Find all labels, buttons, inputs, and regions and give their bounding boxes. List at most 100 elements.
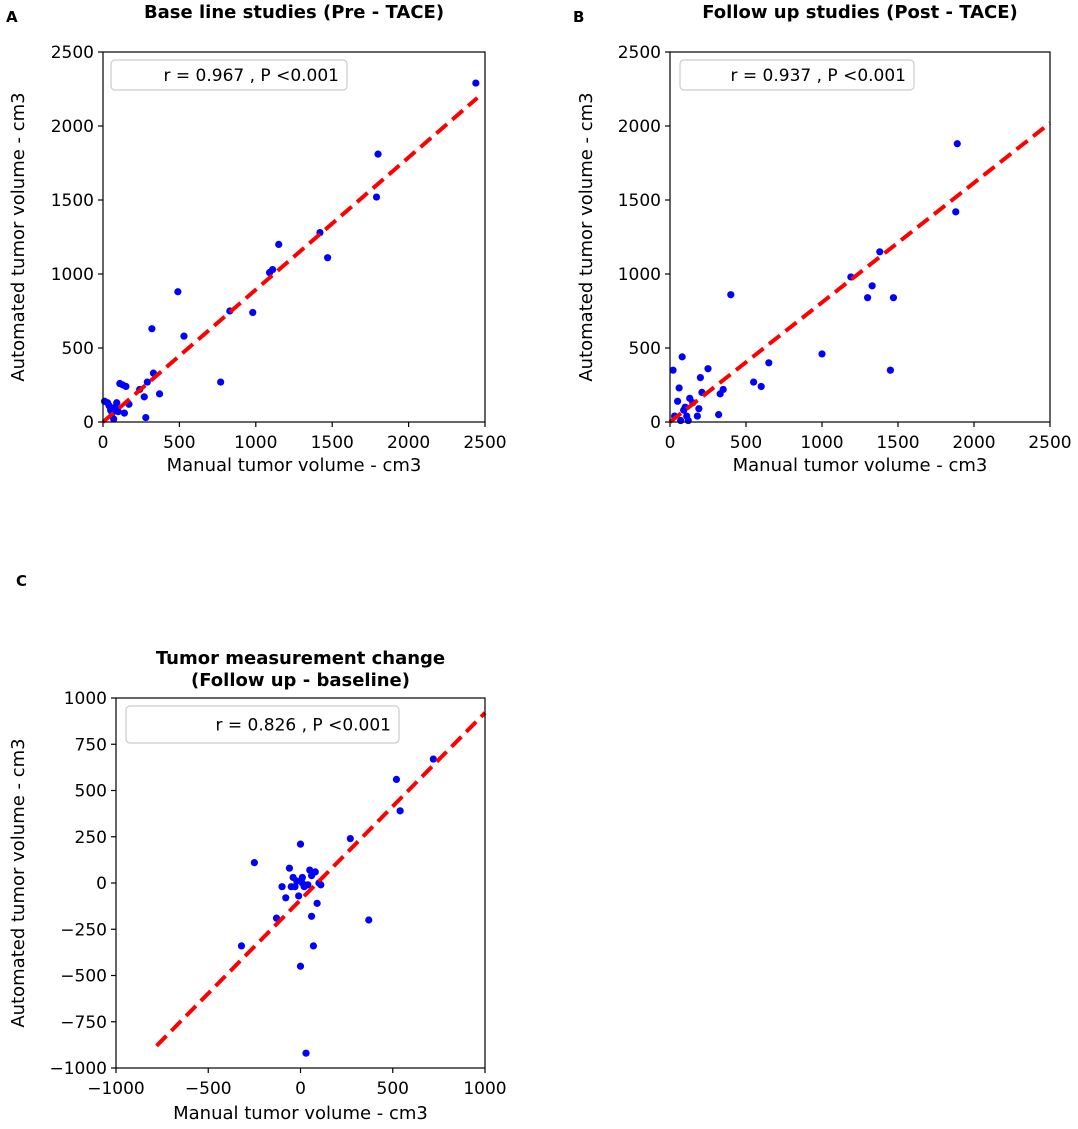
data-point (675, 384, 683, 392)
data-point (886, 366, 895, 374)
data-point (291, 883, 299, 891)
x-tick-label: 2500 (1028, 433, 1071, 453)
x-tick-label: 0 (98, 433, 109, 453)
y-tick-label: 1500 (51, 191, 94, 211)
data-point (727, 291, 735, 299)
y-tick-label: 1000 (64, 689, 107, 709)
data-point (684, 416, 692, 425)
y-tick-label: 500 (629, 339, 661, 359)
x-tick-label: 1000 (234, 433, 277, 453)
x-tick-label: 0 (295, 1079, 306, 1099)
data-point (309, 942, 318, 950)
data-point (392, 775, 401, 784)
chart-title-line: Base line studies (Pre - TACE) (144, 2, 444, 23)
data-point (324, 254, 332, 262)
data-point (365, 916, 373, 924)
regression-line (101, 96, 479, 424)
data-point (868, 282, 876, 290)
x-tick-label: 0 (665, 433, 676, 453)
x-tick-label: 1000 (463, 1079, 506, 1099)
data-point (293, 877, 301, 885)
data-point (298, 873, 306, 882)
legend-text: r = 0.826 , P <0.001 (216, 716, 392, 736)
data-point (249, 308, 257, 317)
data-point (217, 378, 225, 386)
data-point (889, 294, 898, 302)
data-point (669, 366, 677, 374)
x-tick-label: −1000 (87, 1079, 145, 1099)
x-tick-label: 500 (163, 433, 195, 453)
legend-box (125, 705, 400, 744)
data-point (472, 79, 480, 87)
y-tick-label: 1500 (618, 191, 661, 211)
y-axis-label: Automated tumor volume - cm3 (8, 92, 29, 381)
data-point (237, 942, 246, 950)
data-point (140, 393, 148, 401)
y-tick-label: 1000 (51, 265, 94, 285)
data-point (372, 193, 381, 201)
legend-text: r = 0.937 , P <0.001 (731, 66, 907, 86)
data-point (864, 294, 872, 302)
x-tick-label: 2000 (387, 433, 430, 453)
data-point (765, 359, 773, 367)
data-point (693, 412, 701, 420)
data-point (678, 353, 686, 361)
y-tick-label: 2000 (618, 117, 661, 137)
data-point (142, 413, 150, 422)
chart-title-line: (Follow up - baseline) (191, 670, 410, 691)
data-point (296, 962, 305, 970)
y-tick-label: 2500 (618, 43, 661, 63)
data-point (114, 408, 122, 416)
x-tick-label: 2500 (463, 433, 506, 453)
y-axis-label: Automated tumor volume - cm3 (576, 92, 597, 381)
data-point (302, 1049, 310, 1057)
data-point (429, 755, 437, 763)
legend-box (110, 59, 348, 91)
y-tick-label: −750 (60, 1013, 107, 1033)
data-point (285, 864, 294, 872)
y-tick-label: −500 (60, 967, 107, 987)
data-point (876, 248, 884, 256)
data-point (306, 866, 314, 874)
data-point (374, 150, 382, 158)
data-point (311, 868, 319, 876)
data-point (180, 332, 188, 340)
data-point (317, 881, 325, 889)
x-axis-label: Manual tumor volume - cm3 (173, 1103, 428, 1124)
y-tick-label: 0 (650, 413, 661, 433)
data-point (143, 378, 151, 386)
data-point (952, 208, 960, 216)
data-point (715, 411, 723, 419)
chart-follow-up: Follow up studies (Post - TACE) 0 500 1000 1… (576, 2, 1072, 476)
panel-label-c: C (16, 572, 27, 590)
data-point (307, 912, 316, 920)
data-point (296, 840, 305, 848)
y-tick-label: −1000 (49, 1059, 107, 1079)
data-point (122, 382, 130, 391)
data-point (304, 881, 312, 889)
data-point (674, 397, 682, 405)
axes-frame (102, 51, 486, 423)
data-point (110, 415, 118, 423)
y-tick-label: −250 (60, 920, 107, 940)
data-point (313, 899, 321, 907)
data-point (275, 240, 283, 248)
x-axis-label: Manual tumor volume - cm3 (167, 455, 422, 476)
data-point (250, 859, 258, 867)
x-tick-label: 1000 (800, 433, 843, 453)
chart-baseline: Base line studies (Pre - TACE) 0 500 1000 15… (8, 2, 507, 476)
data-point (269, 265, 277, 274)
data-point (719, 385, 727, 394)
data-point (818, 350, 826, 358)
legend-text: r = 0.967 , P <0.001 (164, 66, 340, 86)
y-tick-label: 250 (75, 828, 107, 848)
data-point (148, 325, 156, 333)
chart-measurement-change: Tumor measurement change(Follow up - bas… (8, 648, 507, 1124)
data-point (113, 399, 121, 407)
panel-label-b: B (573, 8, 584, 26)
y-tick-label: 500 (75, 782, 107, 802)
x-tick-label: 2000 (952, 433, 995, 453)
x-tick-label: 1500 (311, 433, 354, 453)
data-point (155, 390, 164, 398)
